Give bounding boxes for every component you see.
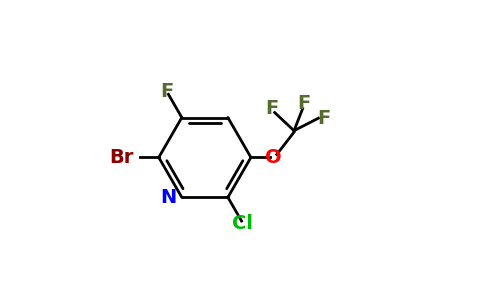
- Text: Cl: Cl: [232, 214, 253, 232]
- Text: F: F: [317, 109, 331, 128]
- Text: F: F: [265, 99, 278, 118]
- Text: N: N: [160, 188, 177, 207]
- Text: F: F: [160, 82, 174, 101]
- Text: Br: Br: [109, 148, 134, 167]
- Text: O: O: [265, 148, 282, 167]
- Text: F: F: [297, 94, 310, 113]
